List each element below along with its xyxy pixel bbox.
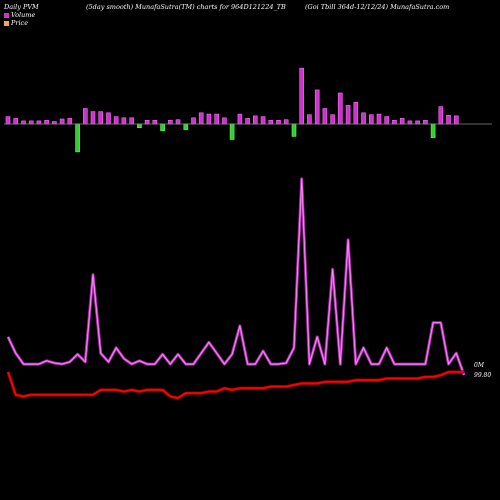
volume-bar — [214, 113, 219, 125]
volume-bar — [307, 114, 312, 125]
volume-bar — [144, 120, 150, 125]
volume-bar — [28, 120, 34, 125]
legend-volume-label: Volume — [11, 11, 36, 19]
volume-bar — [253, 115, 258, 125]
volume-bar — [13, 118, 18, 125]
volume-bar — [129, 117, 134, 125]
volume-bar — [175, 119, 181, 125]
volume-bar — [106, 112, 111, 125]
volume-bar — [276, 120, 281, 125]
volume-bar — [361, 112, 366, 125]
volume-bar — [229, 123, 235, 140]
volume-bar — [21, 120, 26, 125]
header-left: Daily PVM — [4, 3, 39, 11]
volume-bar — [453, 115, 459, 125]
header-title: (5day smooth) MunafaSutra(TM) charts for… — [86, 3, 286, 11]
volume-bar — [75, 123, 80, 153]
volume-bar — [337, 92, 343, 125]
volume-bar — [260, 116, 266, 125]
volume-bar — [222, 117, 227, 125]
volume-bar — [245, 118, 250, 125]
volume-line-group — [6, 177, 466, 376]
volume-bar — [268, 120, 274, 125]
volume-bar — [407, 120, 413, 125]
volume-bar — [98, 111, 103, 125]
legend-volume-swatch — [4, 12, 9, 18]
volume-bar — [52, 121, 57, 125]
volume-line — [6, 177, 466, 376]
legend-price-label: Price — [11, 19, 29, 27]
volume-bar — [198, 112, 204, 125]
volume-bar — [415, 120, 420, 125]
price-line-label: 99.80 — [474, 372, 491, 379]
price-line — [7, 371, 464, 399]
volume-bar — [113, 116, 119, 125]
legend-price: Price — [4, 19, 28, 27]
volume-bar — [206, 113, 212, 125]
volume-bar — [160, 123, 165, 132]
price-line-group — [6, 370, 464, 400]
volume-bar — [59, 118, 65, 125]
volume-bar — [5, 116, 11, 125]
legend-price-swatch — [4, 20, 9, 26]
volume-bar — [137, 123, 142, 129]
volume-line — [7, 178, 465, 376]
volume-bar — [168, 120, 173, 125]
volume-bar — [353, 102, 359, 125]
volume-bar — [430, 123, 436, 138]
volume-bar — [376, 113, 382, 125]
volume-bar — [368, 114, 374, 125]
volume-bar — [438, 106, 444, 125]
volume-bar — [121, 117, 127, 125]
volume-bar — [399, 118, 405, 125]
volume-bar — [44, 120, 49, 125]
volume-bar — [384, 116, 390, 125]
volume-bar — [237, 113, 243, 125]
legend-volume: Volume — [4, 11, 35, 19]
volume-bar — [67, 118, 73, 125]
volume-bar — [446, 115, 451, 125]
volume-bar — [152, 120, 158, 125]
volume-bar — [36, 120, 42, 125]
volume-bar — [299, 67, 305, 125]
volume-bar — [392, 120, 397, 125]
volume-bar — [291, 123, 297, 137]
volume-bar — [183, 123, 189, 130]
volume-bar — [90, 111, 96, 125]
volume-bar — [283, 119, 289, 125]
volume-bar — [83, 108, 88, 125]
volume-bar — [191, 117, 196, 125]
volume-bar — [322, 108, 328, 125]
header-right: (Goi Tbill 364d-12/12/24) MunafaSutra.co… — [305, 3, 450, 11]
volume-bar — [314, 89, 320, 125]
volume-bar — [330, 114, 335, 125]
volume-bars — [5, 67, 459, 153]
volume-line-label: 0M — [474, 362, 485, 369]
volume-bar — [345, 105, 351, 125]
volume-bar — [423, 120, 428, 125]
